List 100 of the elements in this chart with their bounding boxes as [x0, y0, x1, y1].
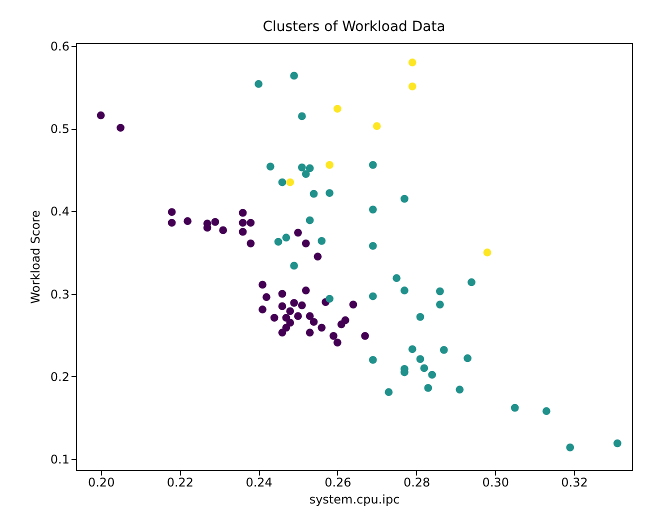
point	[219, 226, 228, 234]
point	[368, 206, 377, 214]
point	[278, 302, 286, 310]
point	[290, 72, 298, 80]
point	[306, 216, 314, 224]
point	[286, 178, 294, 186]
point	[286, 307, 294, 316]
point	[278, 328, 286, 337]
point	[294, 312, 302, 320]
x-tick-label: 0.26	[324, 476, 352, 490]
point	[274, 238, 282, 246]
point	[372, 122, 381, 130]
y-tick-label: 0.5	[50, 122, 70, 136]
point	[302, 170, 310, 178]
point	[349, 300, 358, 308]
point	[542, 407, 550, 416]
point	[298, 112, 306, 120]
point	[368, 161, 377, 169]
point	[314, 252, 322, 261]
point	[302, 286, 310, 294]
point	[566, 444, 574, 452]
point	[420, 364, 428, 372]
point	[258, 306, 266, 314]
point	[298, 163, 306, 172]
point	[392, 274, 401, 282]
point	[330, 332, 338, 340]
y-tick-label: 0.6	[50, 39, 70, 54]
point	[334, 338, 342, 346]
point	[306, 164, 314, 172]
point	[184, 217, 192, 226]
y-tick-label: 0.4	[50, 204, 70, 219]
point	[416, 355, 424, 363]
point	[416, 313, 424, 321]
point	[326, 161, 334, 169]
point	[298, 301, 306, 310]
point	[306, 328, 314, 337]
point	[361, 332, 369, 340]
point	[294, 228, 302, 237]
point	[246, 239, 255, 248]
point	[246, 218, 255, 227]
y-tick-label: 0.1	[50, 452, 70, 467]
x-tick-label: 0.30	[482, 476, 510, 490]
point	[483, 248, 492, 256]
point	[286, 318, 294, 327]
point	[456, 386, 464, 394]
x-tick-label: 0.22	[166, 476, 194, 490]
point	[168, 218, 176, 227]
point	[613, 439, 622, 448]
point	[278, 178, 286, 186]
point	[318, 237, 326, 245]
point	[168, 208, 176, 216]
x-tick-label: 0.20	[88, 476, 115, 490]
point	[238, 218, 247, 227]
x-tick-label: 0.32	[561, 476, 588, 490]
y-axis-title: Workload Score	[28, 210, 42, 304]
point	[278, 290, 286, 298]
x-tick-label: 0.24	[246, 476, 272, 490]
point	[436, 300, 444, 308]
x-axis-title: system.cpu.ipc	[309, 492, 400, 506]
point	[254, 80, 263, 88]
point	[408, 58, 416, 66]
point	[326, 294, 334, 303]
point	[290, 298, 298, 307]
point	[424, 384, 432, 392]
point	[238, 208, 247, 217]
point	[400, 286, 408, 294]
point	[368, 356, 377, 364]
point	[238, 228, 247, 236]
point	[341, 316, 350, 324]
point	[436, 287, 444, 296]
point	[96, 111, 105, 120]
point	[368, 242, 377, 250]
point	[368, 292, 377, 300]
point	[306, 312, 314, 320]
point	[211, 218, 220, 226]
point	[510, 404, 519, 412]
point	[310, 318, 318, 326]
point	[440, 346, 448, 354]
point	[400, 194, 408, 203]
point	[262, 293, 270, 302]
point	[302, 239, 310, 248]
point	[258, 280, 266, 289]
point	[282, 234, 290, 242]
point	[468, 278, 476, 286]
point	[408, 82, 416, 90]
point	[310, 190, 318, 198]
point	[334, 104, 342, 113]
point	[384, 388, 393, 396]
point	[326, 189, 334, 197]
point	[464, 354, 472, 362]
y-tick-label: 0.3	[50, 287, 70, 302]
chart-title: Clusters of Workload Data	[262, 18, 446, 35]
y-tick-label: 0.2	[50, 370, 70, 384]
point	[408, 345, 416, 354]
x-tick-label: 0.28	[403, 476, 430, 490]
point	[290, 262, 298, 270]
point	[428, 370, 436, 379]
point	[266, 162, 274, 171]
point	[318, 324, 326, 332]
point	[116, 124, 124, 132]
